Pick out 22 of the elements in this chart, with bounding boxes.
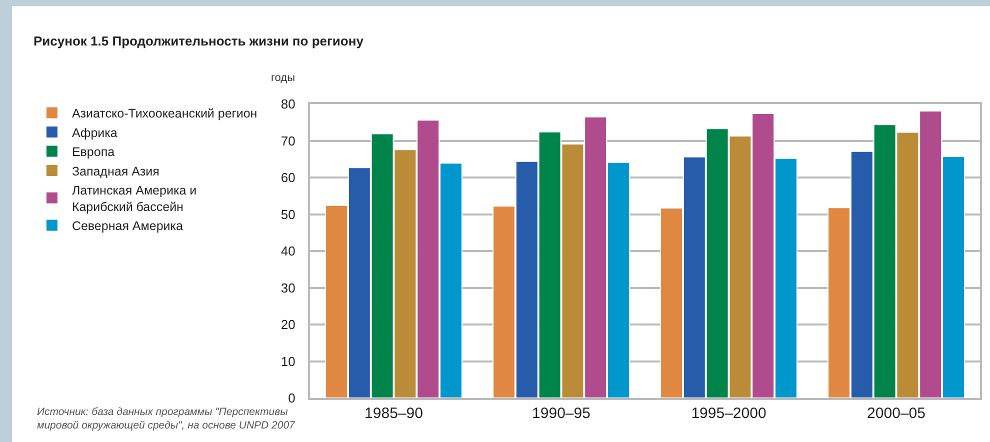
y-tick-label: 10 [280, 354, 296, 369]
legend-label: Азиатско-Тихоокеанский регион [72, 106, 258, 121]
legend-label: Европа [72, 145, 115, 160]
y-tick-label: 0 [288, 390, 296, 406]
y-tick-label: 80 [280, 96, 296, 112]
x-tick-label: 1985–90 [364, 405, 423, 422]
legend-label: Западная Азия [72, 164, 160, 178]
y-tick-label: 70 [280, 133, 296, 148]
legend-label: Латинская Америка и Карибский бассейн [72, 184, 197, 214]
y-tick-label: 20 [280, 317, 296, 332]
text: Рисунок 1.5 Продолжительность жизни по региону [34, 34, 364, 49]
y-tick-label: 50 [280, 206, 296, 222]
legend-label: Африка [72, 126, 118, 140]
y-tick-label: 40 [280, 244, 296, 259]
y-axis-title: годы [271, 72, 296, 84]
x-tick-label: 2000–05 [867, 405, 926, 422]
text: Источник: база данных программы "Перспективы мировой окружающей среды", на основе UNPD 2007 [37, 406, 296, 432]
x-tick-label: 1995–2000 [691, 405, 766, 422]
x-tick-label: 1990–95 [532, 405, 590, 422]
y-tick-label: 30 [280, 280, 296, 296]
legend-label: Северная Америка [72, 219, 183, 234]
y-tick-label: 60 [280, 170, 296, 186]
